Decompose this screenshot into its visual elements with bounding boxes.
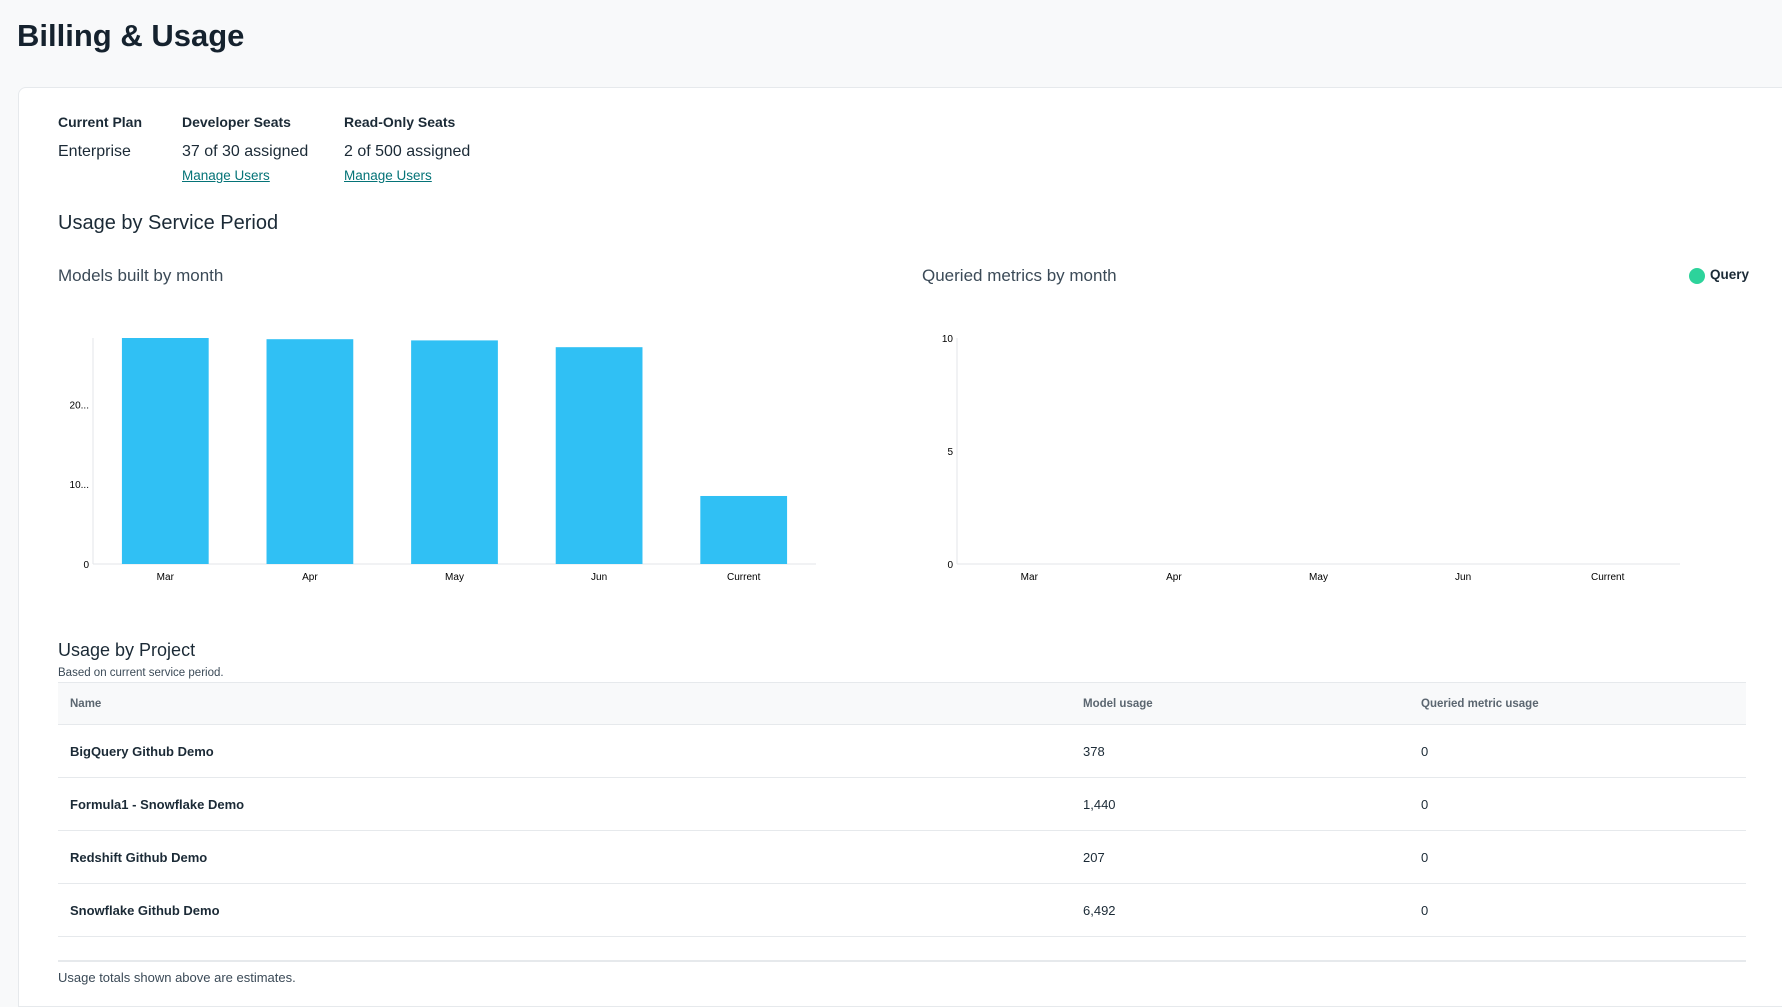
column-model-usage: Model usage: [1083, 682, 1421, 725]
x-tick-label: May: [445, 572, 464, 583]
project-usage-subtitle: Based on current service period.: [58, 667, 224, 679]
column-name: Name: [58, 682, 1083, 725]
current-plan-label: Current Plan: [58, 114, 143, 130]
column-queried-metric-usage: Queried metric usage: [1421, 682, 1746, 725]
charts-svg: 0 10... 20... Mar Apr May Jun Current 0 5 10 Mar Ap…: [70, 334, 1680, 583]
table-row: Formula1 - Snowflake Demo 1,440 0: [58, 777, 1746, 831]
queried-metrics-chart: 0 5 10 Mar Apr May Jun Current: [942, 334, 1680, 583]
models-chart-title: Models built by month: [58, 266, 224, 285]
table-header: Name Model usage Queried metric usage: [58, 682, 1746, 725]
project-name: Snowflake Github Demo: [58, 883, 1083, 937]
usage-footnote: Usage totals shown above are estimates.: [58, 970, 296, 985]
legend-query-label: Query: [1710, 267, 1750, 282]
project-name: Formula1 - Snowflake Demo: [58, 777, 1083, 831]
bar-jun: [555, 347, 643, 564]
read-only-seats-value: 2 of 500 assigned: [344, 143, 471, 160]
developer-seats-value: 37 of 30 assigned: [182, 143, 309, 160]
x-tick-label: Mar: [1021, 572, 1039, 583]
legend-query-swatch: [1689, 268, 1705, 284]
x-tick-label: Current: [727, 572, 761, 583]
bar-may: [411, 340, 498, 564]
table-row: Snowflake Github Demo 6,492 0: [58, 883, 1746, 937]
y-tick-label: 5: [947, 447, 953, 458]
model-usage: 207: [1083, 830, 1421, 884]
queried-metric-usage: 0: [1421, 777, 1746, 831]
queried-metric-usage: 0: [1421, 724, 1746, 778]
project-usage-heading: Usage by Project: [58, 640, 196, 660]
current-plan-value: Enterprise: [58, 143, 131, 160]
queried-metric-usage: 0: [1421, 883, 1746, 937]
y-tick-label: 10...: [70, 480, 89, 491]
read-only-seats-label: Read-Only Seats: [344, 114, 456, 130]
manage-developer-users-link[interactable]: Manage Users: [182, 168, 270, 183]
project-name: Redshift Github Demo: [58, 830, 1083, 884]
page-title: Billing & Usage: [17, 18, 245, 53]
y-tick-label: 0: [83, 560, 89, 571]
y-tick-label: 0: [947, 560, 953, 571]
x-tick-label: Apr: [1166, 572, 1182, 583]
developer-seats-label: Developer Seats: [182, 114, 291, 130]
table-row: Redshift Github Demo 207 0: [58, 830, 1746, 884]
service-period-heading: Usage by Service Period: [58, 212, 279, 234]
bar-current: [700, 495, 788, 564]
x-tick-label: May: [1309, 572, 1328, 583]
bar-mar: [121, 338, 209, 564]
x-tick-label: Mar: [157, 572, 175, 583]
queried-chart-title: Queried metrics by month: [922, 266, 1117, 285]
y-tick-label: 10: [942, 334, 954, 345]
project-name: BigQuery Github Demo: [58, 724, 1083, 778]
y-tick-label: 20...: [70, 400, 89, 411]
x-tick-label: Apr: [302, 572, 318, 583]
model-usage: 378: [1083, 724, 1421, 778]
table-row: BigQuery Github Demo 378 0: [58, 724, 1746, 778]
x-tick-label: Current: [1591, 572, 1625, 583]
bar-apr: [266, 339, 354, 564]
x-tick-label: Jun: [1455, 572, 1471, 583]
models-built-chart: 0 10... 20... Mar Apr May Jun Current: [70, 338, 816, 583]
x-tick-label: Jun: [591, 572, 607, 583]
model-usage: 6,492: [1083, 883, 1421, 937]
manage-read-only-users-link[interactable]: Manage Users: [344, 168, 432, 183]
queried-metric-usage: 0: [1421, 830, 1746, 884]
model-usage: 1,440: [1083, 777, 1421, 831]
project-usage-table: Name Model usage Queried metric usage Bi…: [58, 682, 1746, 962]
